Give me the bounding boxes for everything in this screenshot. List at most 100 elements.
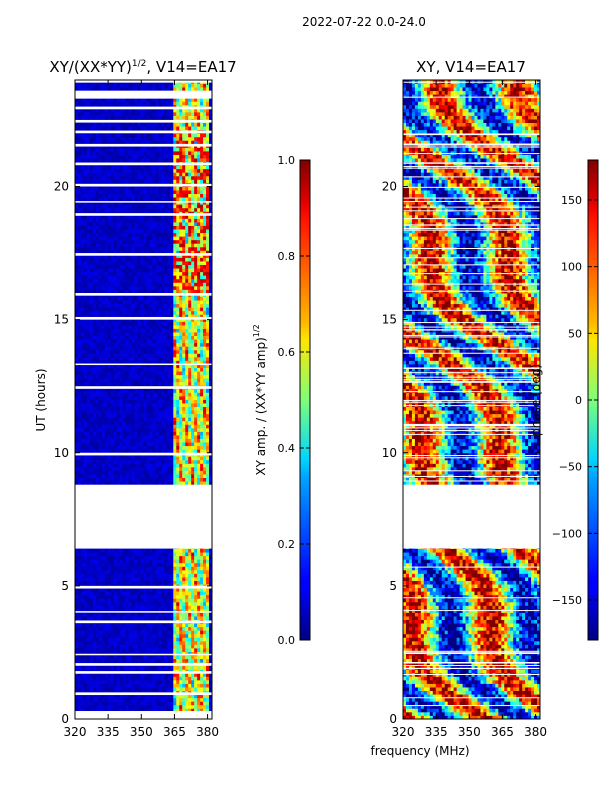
amplitude-heatmap-cell [98,349,103,354]
amplitude-heatmap-cell [173,339,177,344]
amplitude-heatmap-cell [122,573,127,578]
amplitude-heatmap-cell [131,417,135,422]
amplitude-heatmap-cell [206,339,210,344]
amplitude-heatmap-cell [80,637,85,642]
amplitude-heatmap-cell [194,371,198,376]
amplitude-heatmap-cell [140,360,144,365]
amplitude-heatmap-cell [95,658,100,663]
amplitude-heatmap-cell [164,665,168,670]
amplitude-heatmap-cell [80,648,85,652]
amplitude-heatmap-cell [80,566,85,571]
amplitude-heatmap-cell [206,466,210,471]
amplitude-heatmap-cell [179,566,183,571]
amplitude-heatmap-cell [86,697,91,702]
amplitude-heatmap-cell [125,580,130,585]
amplitude-heatmap-cell [146,665,150,670]
amplitude-heatmap-cell [149,623,153,628]
amplitude-heatmap-cell [176,651,180,656]
amplitude-heatmap-cell [170,580,174,585]
amplitude-heatmap-cell [146,573,150,578]
amplitude-heatmap-cell [92,388,97,393]
amplitude-heatmap-cell [101,548,106,553]
amplitude-heatmap-cell [164,573,168,578]
amplitude-heatmap-cell [197,694,201,699]
amplitude-heatmap-cell [182,676,186,681]
amplitude-heatmap-cell [119,676,124,681]
amplitude-heatmap-cell [134,655,138,660]
amplitude-heatmap-cell [128,648,132,652]
amplitude-heatmap-cell [170,470,174,475]
amplitude-heatmap-cell [149,605,153,610]
amplitude-heatmap-cell [164,555,168,560]
amplitude-heatmap-cell [86,424,91,429]
amplitude-heatmap-cell [75,623,79,628]
amplitude-heatmap-cell [179,435,183,439]
amplitude-heatmap-cell [197,630,201,635]
amplitude-heatmap-cell [83,445,88,450]
amplitude-heatmap-cell [128,435,132,439]
amplitude-heatmap-cell [185,672,189,677]
amplitude-heatmap-cell [110,449,115,454]
amplitude-heatmap-cell [185,445,189,450]
amplitude-heatmap-cell [197,356,201,361]
amplitude-heatmap-cell [89,630,94,635]
amplitude-heatmap-cell [104,435,109,439]
amplitude-heatmap-cell [194,424,198,429]
amplitude-heatmap-cell [203,424,207,429]
amplitude-heatmap-cell [77,559,82,564]
amplitude-heatmap-cell [125,633,130,638]
amplitude-heatmap-cell [80,598,85,603]
amplitude-heatmap-cell [200,481,204,486]
amplitude-heatmap-cell [167,655,171,660]
amplitude-heatmap-cell [176,395,180,400]
amplitude-heatmap-cell [209,406,212,411]
amplitude-heatmap-cell [116,364,121,368]
amplitude-heatmap-cell [149,658,153,663]
amplitude-heatmap-cell [131,456,135,461]
amplitude-heatmap-cell [125,349,130,354]
amplitude-heatmap-cell [116,594,121,599]
amplitude-heatmap-cell [86,399,91,404]
amplitude-heatmap-cell [173,463,177,468]
amplitude-heatmap-cell [119,470,124,475]
amplitude-heatmap-cell [128,559,132,564]
amplitude-heatmap-cell [188,626,192,631]
amplitude-heatmap-cell [107,403,112,407]
amplitude-heatmap-cell [137,364,141,368]
amplitude-heatmap-cell [152,403,156,407]
amplitude-heatmap-cell [80,456,85,461]
amplitude-heatmap-cell [119,413,124,418]
amplitude-heatmap-cell [161,342,165,347]
amplitude-heatmap-cell [167,360,171,365]
amplitude-heatmap-cell [92,420,97,425]
amplitude-heatmap-cell [176,403,180,407]
amplitude-heatmap-cell [164,672,168,677]
amplitude-heatmap-cell [185,417,189,422]
amplitude-heatmap-cell [164,477,168,482]
amplitude-heatmap-cell [80,559,85,564]
amplitude-heatmap-cell [203,435,207,439]
amplitude-heatmap-cell [95,360,100,365]
amplitude-heatmap-cell [182,360,186,365]
amplitude-heatmap-cell [155,413,159,418]
amplitude-heatmap-cell [182,665,186,670]
amplitude-heatmap-cell [137,552,141,557]
amplitude-heatmap-cell [158,463,162,468]
amplitude-heatmap-cell [176,555,180,560]
amplitude-heatmap-cell [182,474,186,478]
amplitude-heatmap-cell [152,566,156,571]
amplitude-heatmap-cell [167,594,171,599]
amplitude-heatmap-cell [83,591,88,596]
amplitude-heatmap-cell [179,598,183,603]
amplitude-heatmap-cell [161,548,165,553]
amplitude-heatmap-cell [131,658,135,663]
amplitude-heatmap-cell [194,633,198,638]
amplitude-heatmap-cell [110,605,115,610]
amplitude-heatmap-cell [125,683,130,688]
amplitude-heatmap-cell [113,637,118,642]
amplitude-heatmap-cell [125,598,130,603]
amplitude-heatmap-cell [77,701,82,706]
amplitude-heatmap-cell [92,633,97,638]
amplitude-heatmap-cell [185,697,189,702]
